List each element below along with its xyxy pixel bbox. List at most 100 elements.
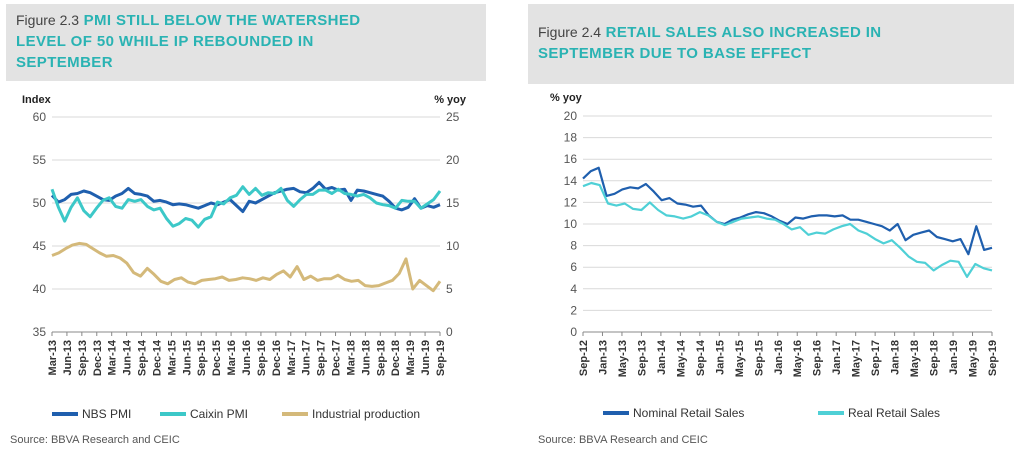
y-left-tick-label: 6 <box>570 260 577 274</box>
figure-2-4-title-text-1: RETAIL SALES ALSO INCREASED IN <box>605 24 882 41</box>
figure-2-4-title-box: Figure 2.4 RETAIL SALES ALSO INCREASED I… <box>528 4 1014 84</box>
legend-label-1: Caixin PMI <box>190 407 248 421</box>
figure-2-4-title-line-2: SEPTEMBER DUE TO BASE EFFECT <box>538 45 812 62</box>
y-left-tick-label: 55 <box>33 153 47 167</box>
x-tick-label: Sep-14 <box>137 339 149 376</box>
x-tick-label: Dec-18 <box>390 340 402 376</box>
x-tick-label: Sep-19 <box>435 340 447 376</box>
x-tick-label: Sep-16 <box>256 340 268 376</box>
figure-2-3-panel: Figure 2.3 PMI STILL BELOW THE WATERSHED… <box>0 0 500 454</box>
x-tick-label: Mar-17 <box>286 340 298 375</box>
x-tick-label: Mar-15 <box>166 340 178 375</box>
figure-2-3-title-line-2: LEVEL OF 50 WHILE IP REBOUNDED IN <box>16 33 314 50</box>
y-left-tick-label: 10 <box>564 217 578 231</box>
y-right-tick-label: 10 <box>446 239 460 253</box>
x-tick-label: Sep-15 <box>753 340 765 376</box>
x-tick-label: Sep-15 <box>196 340 208 376</box>
figure-2-3-source: Source: BBVA Research and CEIC <box>10 434 180 446</box>
figure-2-4-number: Figure 2.4 <box>538 24 602 40</box>
y-right-tick-label: 20 <box>446 153 460 167</box>
legend-label-2: Industrial production <box>312 407 420 421</box>
y-left-tick-label: 18 <box>564 131 578 145</box>
x-tick-label: Dec-15 <box>211 340 223 376</box>
x-tick-label: Sep-13 <box>636 340 648 376</box>
x-tick-label: Jun-17 <box>301 340 313 375</box>
x-tick-label: Jan-16 <box>773 340 785 375</box>
x-tick-label: Jan-18 <box>890 340 902 375</box>
x-tick-label: Jan-17 <box>831 340 843 375</box>
y-right-tick-label: 25 <box>446 110 460 124</box>
x-tick-label: Jan-14 <box>656 339 668 375</box>
y-left-axis-label: % yoy <box>550 92 583 104</box>
x-tick-label: Sep-17 <box>870 340 882 376</box>
x-tick-label: May-14 <box>675 339 687 377</box>
x-tick-label: Sep-18 <box>929 340 941 376</box>
legend-label-0: Nominal Retail Sales <box>633 406 744 420</box>
x-tick-label: Mar-18 <box>345 340 357 375</box>
y-left-tick-label: 12 <box>564 195 578 209</box>
y-left-tick-label: 50 <box>33 196 47 210</box>
y-left-tick-label: 60 <box>33 110 47 124</box>
x-tick-label: Jun-15 <box>181 340 193 375</box>
x-tick-label: Sep-14 <box>695 339 707 376</box>
y-right-tick-label: 5 <box>446 282 453 296</box>
y-left-tick-label: 20 <box>564 109 578 123</box>
x-tick-label: Sep-13 <box>77 340 89 376</box>
x-tick-label: Mar-14 <box>107 339 119 375</box>
x-tick-label: Jun-18 <box>360 340 372 375</box>
x-tick-label: Dec-17 <box>331 340 343 376</box>
x-tick-label: Dec-16 <box>271 340 283 376</box>
x-tick-label: Mar-19 <box>405 340 417 375</box>
x-tick-label: Jun-16 <box>241 340 253 375</box>
x-tick-label: Mar-16 <box>226 340 238 375</box>
legend-label-0: NBS PMI <box>82 407 131 421</box>
figure-2-4-title-line-1: Figure 2.4 RETAIL SALES ALSO INCREASED I… <box>538 22 1004 43</box>
figure-2-4-source: Source: BBVA Research and CEIC <box>538 434 708 446</box>
x-tick-label: Jan-13 <box>597 340 609 375</box>
y-left-tick-label: 0 <box>570 325 577 339</box>
y-left-tick-label: 35 <box>33 325 47 339</box>
x-tick-label: Dec-13 <box>92 340 104 376</box>
y-left-tick-label: 8 <box>570 239 577 253</box>
legend-label-1: Real Retail Sales <box>848 406 940 420</box>
y-left-tick-label: 2 <box>570 303 577 317</box>
figure-2-3-title-text-1: PMI STILL BELOW THE WATERSHED <box>83 12 361 29</box>
y-left-axis-label: Index <box>22 94 52 106</box>
x-tick-label: Jan-15 <box>714 340 726 375</box>
x-tick-label: May-19 <box>968 340 980 377</box>
x-tick-label: Mar-13 <box>47 340 59 375</box>
y-left-tick-label: 14 <box>564 174 578 188</box>
y-left-tick-label: 40 <box>33 282 47 296</box>
y-left-tick-label: 4 <box>570 282 577 296</box>
series-line-caixin-pmi <box>50 185 442 229</box>
series-line-real-retail-sales <box>582 181 993 278</box>
y-right-axis-label: % yoy <box>434 94 467 106</box>
x-tick-label: May-13 <box>617 340 629 377</box>
figure-2-4-panel: Figure 2.4 RETAIL SALES ALSO INCREASED I… <box>528 0 1024 454</box>
x-tick-label: Sep-12 <box>578 340 590 376</box>
y-right-tick-label: 0 <box>446 325 453 339</box>
y-left-tick-label: 45 <box>33 239 47 253</box>
figure-2-4-chart: 0 2 4 6 8 10 12 14 16 18 20 % yoy Sep-12 Jan-13 May-13… <box>550 92 999 420</box>
figure-2-3-number: Figure 2.3 <box>16 12 80 28</box>
x-tick-label: Jan-19 <box>948 340 960 375</box>
series-line-nbs-pmi <box>50 180 441 214</box>
x-tick-label: Sep-19 <box>987 340 999 376</box>
figure-2-3-title-line-1: Figure 2.3 PMI STILL BELOW THE WATERSHED <box>16 10 476 31</box>
x-tick-label: Jun-14 <box>122 339 134 375</box>
series-line-nominal-retail-sales <box>582 166 993 256</box>
x-tick-label: Jun-13 <box>62 340 74 375</box>
y-right-tick-label: 15 <box>446 196 460 210</box>
y-left-tick-label: 16 <box>564 152 578 166</box>
series-line-industrial-production <box>51 241 442 293</box>
x-tick-label: Sep-18 <box>375 340 387 376</box>
x-tick-label: Sep-16 <box>812 340 824 376</box>
x-tick-label: May-17 <box>851 340 863 377</box>
figure-2-3-title-line-3: SEPTEMBER <box>16 54 113 71</box>
figure-2-3-title-box: Figure 2.3 PMI STILL BELOW THE WATERSHED… <box>6 4 486 81</box>
x-tick-label: Sep-17 <box>316 340 328 376</box>
x-tick-label: Jun-19 <box>420 340 432 375</box>
x-tick-label: May-15 <box>734 340 746 377</box>
x-tick-label: Dec-14 <box>151 339 163 376</box>
